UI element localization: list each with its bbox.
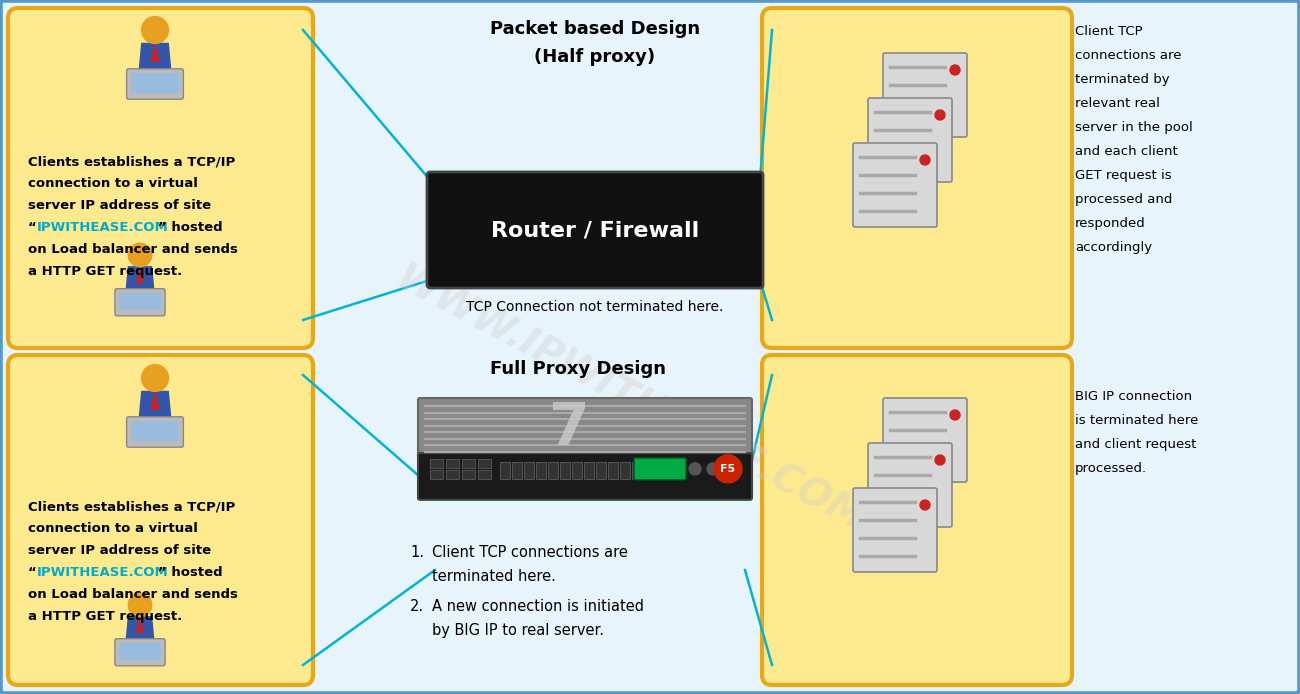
Polygon shape — [125, 617, 155, 653]
FancyBboxPatch shape — [114, 289, 165, 316]
Circle shape — [142, 17, 169, 44]
Text: terminated here.: terminated here. — [432, 569, 556, 584]
Text: processed.: processed. — [1075, 462, 1147, 475]
Text: and client request: and client request — [1075, 438, 1196, 451]
Text: terminated by: terminated by — [1075, 73, 1170, 86]
Bar — [595, 462, 606, 479]
Circle shape — [129, 243, 152, 266]
Text: processed and: processed and — [1075, 193, 1173, 206]
FancyBboxPatch shape — [868, 443, 952, 527]
Text: is terminated here: is terminated here — [1075, 414, 1199, 427]
Polygon shape — [138, 391, 172, 433]
Text: Clients establishes a TCP/IP: Clients establishes a TCP/IP — [29, 500, 235, 513]
Circle shape — [689, 463, 701, 475]
Bar — [478, 459, 491, 468]
Polygon shape — [136, 269, 143, 282]
Text: GET request is: GET request is — [1075, 169, 1171, 182]
Text: BIG IP connection: BIG IP connection — [1075, 390, 1192, 403]
FancyBboxPatch shape — [120, 293, 161, 310]
Polygon shape — [138, 44, 172, 85]
Text: WWW.IPWITHEASE.COM: WWW.IPWITHEASE.COM — [389, 260, 871, 540]
FancyBboxPatch shape — [762, 8, 1072, 348]
Bar — [620, 462, 630, 479]
Text: ” hosted: ” hosted — [159, 566, 222, 579]
Text: Clients establishes a TCP/IP: Clients establishes a TCP/IP — [29, 155, 235, 168]
Text: connection to a virtual: connection to a virtual — [29, 177, 198, 190]
Circle shape — [935, 110, 945, 120]
Bar — [536, 462, 546, 479]
Circle shape — [714, 455, 742, 483]
Text: accordingly: accordingly — [1075, 241, 1152, 254]
Text: IPWITHEASE.COM: IPWITHEASE.COM — [36, 566, 169, 579]
Text: Client TCP connections are: Client TCP connections are — [432, 545, 628, 560]
Circle shape — [920, 155, 930, 165]
Bar — [512, 462, 523, 479]
Text: a HTTP GET request.: a HTTP GET request. — [29, 265, 182, 278]
FancyBboxPatch shape — [126, 69, 183, 99]
Text: by BIG IP to real server.: by BIG IP to real server. — [432, 623, 604, 638]
Bar — [462, 459, 474, 468]
Text: Full Proxy Design: Full Proxy Design — [490, 360, 666, 378]
FancyBboxPatch shape — [419, 398, 751, 459]
Polygon shape — [151, 45, 159, 61]
Text: A new connection is initiated: A new connection is initiated — [432, 599, 644, 614]
FancyBboxPatch shape — [634, 458, 686, 480]
Polygon shape — [136, 618, 143, 632]
Text: and each client: and each client — [1075, 145, 1178, 158]
FancyBboxPatch shape — [426, 172, 763, 288]
Circle shape — [920, 500, 930, 510]
Bar — [524, 462, 534, 479]
Text: on Load balancer and sends: on Load balancer and sends — [29, 243, 238, 256]
FancyBboxPatch shape — [8, 8, 313, 348]
Bar — [549, 462, 558, 479]
Text: “: “ — [29, 221, 36, 234]
Text: on Load balancer and sends: on Load balancer and sends — [29, 588, 238, 601]
Text: (Half proxy): (Half proxy) — [534, 48, 655, 66]
Text: a HTTP GET request.: a HTTP GET request. — [29, 610, 182, 623]
Text: 2.: 2. — [410, 599, 424, 614]
Bar — [572, 462, 582, 479]
FancyBboxPatch shape — [131, 421, 179, 441]
Text: F5: F5 — [720, 464, 736, 474]
Text: connection to a virtual: connection to a virtual — [29, 522, 198, 535]
Circle shape — [935, 455, 945, 465]
Text: Router / Firewall: Router / Firewall — [491, 220, 699, 240]
FancyBboxPatch shape — [419, 453, 751, 500]
Text: server IP address of site: server IP address of site — [29, 199, 211, 212]
Circle shape — [129, 593, 152, 617]
FancyBboxPatch shape — [883, 53, 967, 137]
Polygon shape — [151, 393, 159, 409]
Bar — [478, 470, 491, 479]
Text: 7: 7 — [549, 400, 589, 457]
Bar — [560, 462, 569, 479]
Text: server IP address of site: server IP address of site — [29, 544, 211, 557]
Text: Packet based Design: Packet based Design — [490, 20, 701, 38]
Bar — [500, 462, 510, 479]
FancyBboxPatch shape — [126, 417, 183, 447]
Bar — [632, 462, 642, 479]
FancyBboxPatch shape — [120, 643, 161, 660]
Text: TCP Connection not terminated here.: TCP Connection not terminated here. — [467, 300, 724, 314]
Text: responded: responded — [1075, 217, 1145, 230]
Text: Client TCP: Client TCP — [1075, 25, 1143, 38]
FancyBboxPatch shape — [853, 143, 937, 227]
Bar — [430, 459, 443, 468]
Bar — [446, 459, 459, 468]
Text: “: “ — [29, 566, 36, 579]
Text: relevant real: relevant real — [1075, 97, 1160, 110]
Text: IPWITHEASE.COM: IPWITHEASE.COM — [36, 221, 169, 234]
Circle shape — [950, 65, 959, 75]
FancyBboxPatch shape — [8, 355, 313, 685]
FancyBboxPatch shape — [762, 355, 1072, 685]
FancyBboxPatch shape — [131, 74, 179, 93]
Text: connections are: connections are — [1075, 49, 1182, 62]
Text: server in the pool: server in the pool — [1075, 121, 1193, 134]
Text: 1.: 1. — [410, 545, 424, 560]
Circle shape — [950, 410, 959, 420]
Bar — [608, 462, 618, 479]
Bar — [430, 470, 443, 479]
Circle shape — [707, 463, 719, 475]
FancyBboxPatch shape — [883, 398, 967, 482]
Circle shape — [142, 364, 169, 391]
